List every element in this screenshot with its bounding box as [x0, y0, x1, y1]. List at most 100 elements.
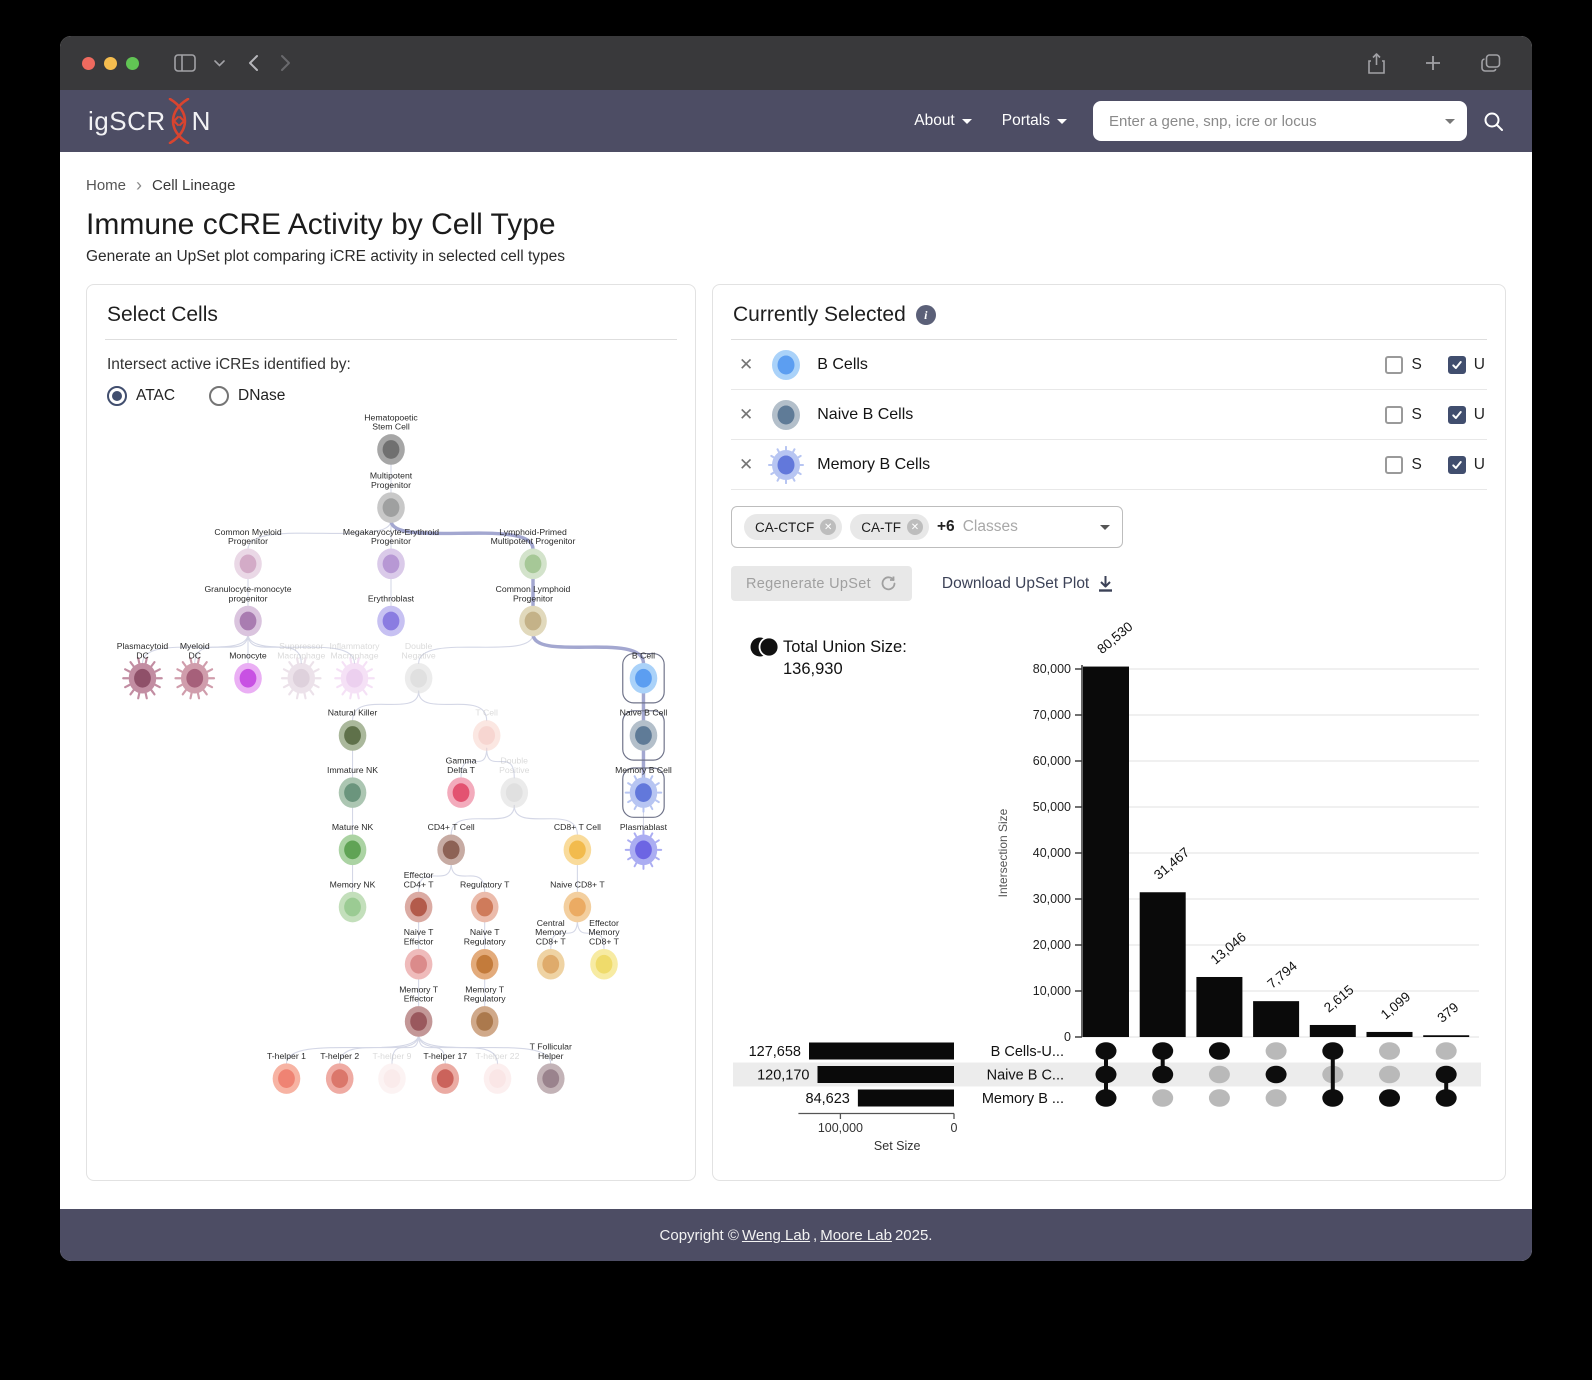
zoom-window-icon[interactable] [126, 56, 139, 70]
s-checkbox[interactable] [1385, 405, 1404, 424]
sidebar-icon[interactable] [174, 54, 196, 72]
nav-portals[interactable]: Portals [1002, 112, 1067, 130]
svg-text:100,000: 100,000 [818, 1121, 863, 1135]
cell-node-nk[interactable]: Natural Killer [328, 708, 378, 751]
classes-placeholder: Classes [962, 518, 1018, 535]
svg-text:Central: Central [537, 918, 565, 928]
svg-text:CD4+ T: CD4+ T [404, 879, 435, 889]
breadcrumb-home[interactable]: Home [86, 176, 127, 194]
weng-lab-link[interactable]: Weng Lab [741, 1226, 811, 1244]
cell-node-eryth[interactable]: Erythroblast [368, 593, 415, 637]
radio-button-icon[interactable] [107, 386, 127, 406]
download-upset-link[interactable]: Download UpSet Plot [942, 575, 1114, 593]
svg-text:Naive CD8+ T: Naive CD8+ T [550, 879, 605, 889]
remove-cell-button[interactable]: ✕ [733, 403, 759, 427]
cell-node-cd4[interactable]: CD4+ T Cell [428, 822, 475, 866]
svg-text:Memory: Memory [535, 927, 567, 937]
cell-node-mbcell[interactable]: Memory B Cell [615, 765, 672, 818]
svg-text:T Follicular: T Follicular [530, 1042, 572, 1052]
chevron-down-icon[interactable] [214, 59, 225, 67]
chip-remove-icon[interactable]: ✕ [907, 519, 923, 535]
cell-node-th1[interactable]: T-helper 1 [267, 1051, 306, 1094]
close-window-icon[interactable] [82, 56, 95, 70]
minimize-window-icon[interactable] [104, 56, 117, 70]
traffic-lights [82, 56, 139, 70]
chips-container: CA-CTCF ✕ CA-TF ✕ [744, 514, 929, 540]
svg-text:Effector: Effector [404, 870, 434, 880]
cell-node-regt[interactable]: Regulatory T [460, 879, 510, 923]
svg-text:Common Myeloid: Common Myeloid [214, 527, 282, 537]
chip-remove-icon[interactable]: ✕ [820, 519, 837, 535]
s-checkbox[interactable] [1385, 355, 1404, 374]
share-icon[interactable] [1368, 52, 1385, 74]
nav-about[interactable]: About [914, 112, 972, 130]
info-icon[interactable]: i [915, 305, 936, 325]
checkbox-label: U [1473, 355, 1485, 373]
svg-text:Memory T: Memory T [465, 984, 505, 994]
cell-node-mono[interactable]: Monocyte [229, 651, 267, 694]
cell-node-memnk[interactable]: Memory NK [330, 879, 376, 923]
footer-prefix: Copyright © [659, 1226, 739, 1244]
u-checkbox[interactable] [1447, 355, 1466, 374]
svg-text:CD4+ T Cell: CD4+ T Cell [428, 822, 475, 832]
global-search[interactable] [1093, 101, 1467, 141]
back-icon[interactable] [248, 54, 259, 72]
u-checkbox[interactable] [1447, 405, 1466, 424]
new-tab-icon[interactable] [1425, 55, 1441, 71]
svg-text:Lymphoid-Primed: Lymphoid-Primed [499, 527, 567, 537]
cell-node-matnk[interactable]: Mature NK [332, 822, 374, 866]
cell-node-plasma[interactable]: Plasmablast [620, 822, 668, 870]
app-logo[interactable]: igSCR N [88, 98, 211, 144]
search-input[interactable] [1107, 111, 1445, 131]
radio-atac[interactable]: ATAC [107, 386, 175, 406]
u-checkbox[interactable] [1447, 455, 1466, 474]
cell-node-th2[interactable]: T-helper 2 [320, 1051, 359, 1094]
s-checkbox[interactable] [1385, 455, 1404, 474]
search-dropdown-caret-icon[interactable] [1445, 118, 1455, 124]
svg-text:T-helper 22: T-helper 22 [476, 1051, 520, 1061]
radio-button-icon[interactable] [209, 386, 230, 406]
cell-node-imnk[interactable]: Immature NK [327, 765, 378, 808]
search-icon[interactable] [1483, 111, 1504, 132]
select-caret-icon[interactable] [1100, 524, 1110, 530]
svg-text:13,046: 13,046 [1208, 929, 1249, 967]
remove-cell-button[interactable]: ✕ [733, 353, 759, 377]
svg-text:Inflammatory: Inflammatory [329, 641, 380, 651]
radio-dnase[interactable]: DNase [209, 386, 285, 406]
regenerate-upset-button[interactable]: Regenerate UpSet [731, 566, 912, 601]
moore-lab-link[interactable]: Moore Lab [820, 1226, 892, 1244]
classes-select[interactable]: CA-CTCF ✕ CA-TF ✕ +6 Classes [731, 506, 1123, 548]
svg-text:Progenitor: Progenitor [228, 536, 268, 546]
browser-window: igSCR N About Portals Home › Cell Lineag… [60, 36, 1532, 1261]
tab-overview-icon[interactable] [1481, 54, 1501, 72]
cell-node-cd8[interactable]: CD8+ T Cell [554, 822, 601, 866]
cell-type-icon [767, 346, 805, 384]
cell-node-nbcell[interactable]: Naive B Cell [620, 708, 668, 761]
cell-node-bcell[interactable]: B Cell [622, 651, 665, 704]
remove-cell-button[interactable]: ✕ [733, 453, 759, 477]
cell-node-ncd8[interactable]: Naive CD8+ T [550, 879, 605, 923]
cell-node-th17[interactable]: T-helper 17 [423, 1051, 467, 1094]
breadcrumb-current: Cell Lineage [152, 176, 236, 194]
more-classes-count: +6 [937, 518, 955, 535]
forward-icon[interactable] [280, 54, 291, 72]
